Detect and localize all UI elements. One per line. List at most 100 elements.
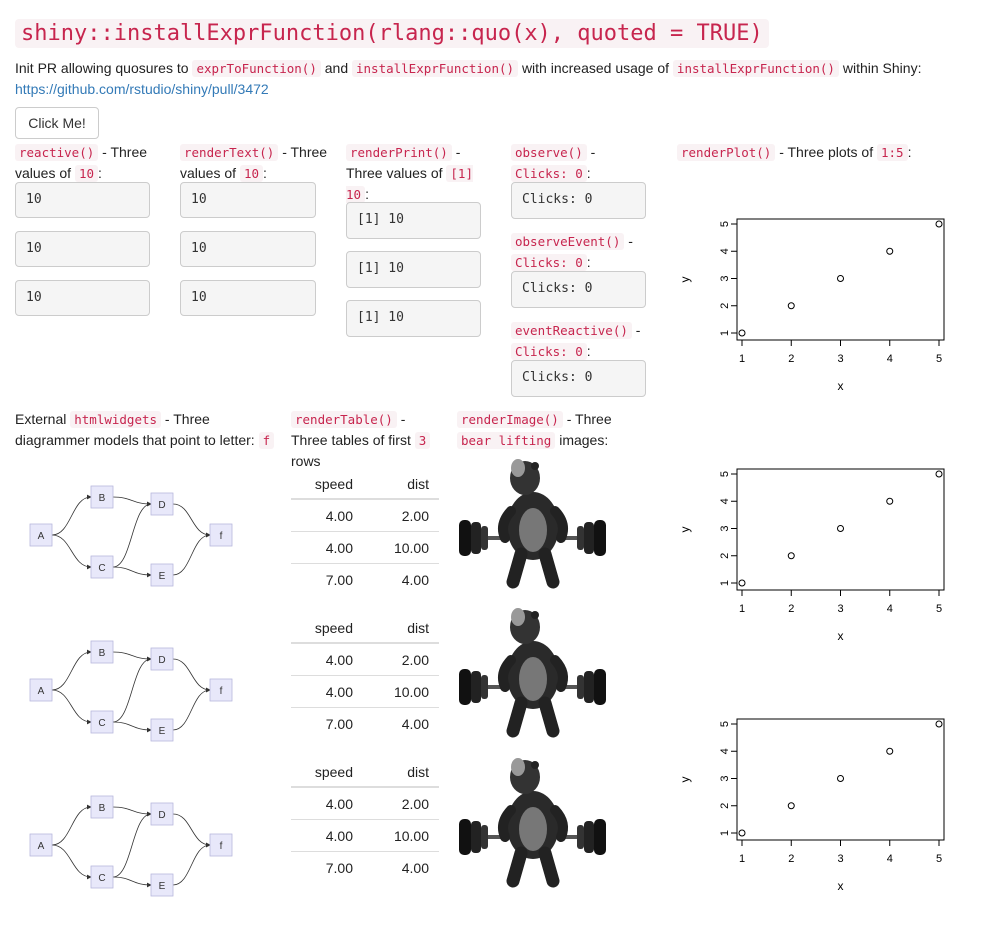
render-text-output-2: 10 xyxy=(180,231,316,267)
data-point xyxy=(738,579,746,587)
observe-event-code-2: Clicks: 0 xyxy=(511,254,587,271)
intro-code-3: installExprFunction() xyxy=(672,60,839,77)
bear-snout xyxy=(511,459,525,477)
reactive-output-1: 10 xyxy=(15,182,150,218)
observe-event-output: Clicks: 0 xyxy=(511,271,646,308)
diagram-node-f xyxy=(209,833,233,857)
column-header: dist xyxy=(363,614,439,644)
weight-plate xyxy=(459,520,471,556)
render-image-code: renderImage() xyxy=(457,411,563,428)
table-cell: 10.00 xyxy=(363,819,439,852)
table-cell: 4.00 xyxy=(291,498,363,532)
diagram-2: A B C D Ef xyxy=(29,640,233,742)
htmlwidgets-text-0: External xyxy=(15,411,71,427)
reactive-output-3: 10 xyxy=(15,280,150,316)
intro-code-2: installExprFunction() xyxy=(352,60,519,77)
reactive-code: reactive() xyxy=(15,144,99,161)
diagram-node-d xyxy=(150,492,174,516)
table-header-row: speed dist xyxy=(291,758,439,788)
bear-belly xyxy=(519,508,547,552)
y-tick-label: 5 xyxy=(719,221,731,227)
data-point xyxy=(787,552,795,560)
table-cell: 4.00 xyxy=(363,851,439,883)
y-tick-label: 5 xyxy=(719,721,731,727)
diagram-node-d xyxy=(150,802,174,826)
observe-text-2: : xyxy=(586,165,591,181)
htmlwidgets-code-2: f xyxy=(258,432,275,449)
diagram-edge xyxy=(112,501,152,568)
table-cell: 10.00 xyxy=(363,675,439,708)
intro-text-4: within Shiny: xyxy=(842,60,922,76)
x-tick-label: 2 xyxy=(788,853,794,865)
diagram-node-label: E xyxy=(159,726,166,737)
table-cell: 4.00 xyxy=(363,707,439,739)
bear-lifting-image-1 xyxy=(459,459,606,589)
y-tick-label: 1 xyxy=(719,830,731,836)
diagram-node-f xyxy=(209,523,233,547)
diagram-node-label: A xyxy=(38,531,45,542)
plot-frame xyxy=(736,468,945,591)
diagram-node-c xyxy=(90,555,114,579)
weight-plate xyxy=(481,526,488,550)
diagram-edge xyxy=(172,842,211,886)
data-point xyxy=(886,247,894,255)
render-image-code-2: bear lifting xyxy=(457,432,556,449)
bear-arm-right xyxy=(550,506,568,543)
data-point xyxy=(935,470,943,478)
plot-frame xyxy=(736,218,945,341)
scatter-plot-2: 1 2 3 4 5 1 2 3 4 5 x y xyxy=(678,468,945,643)
diagram-node-a xyxy=(29,833,53,857)
diagram-edge xyxy=(172,687,211,731)
bear-leg-left xyxy=(506,846,528,888)
render-print-code: renderPrint() xyxy=(346,144,452,161)
diagram-node-label: B xyxy=(99,648,106,659)
diagram-edge xyxy=(112,721,152,733)
diagram-node-label: D xyxy=(158,500,165,511)
diagram-node-label: f xyxy=(220,841,223,852)
bear-ear xyxy=(531,462,539,470)
render-table-header: renderTable() - Three tables of first 3 … xyxy=(291,409,431,471)
click-me-button[interactable]: Click Me! xyxy=(15,107,99,139)
weight-plate xyxy=(584,821,594,853)
page-title: shiny::installExprFunction(rlang::quo(x)… xyxy=(15,19,769,48)
weight-plate xyxy=(594,669,606,705)
render-print-output-2: [1] 10 xyxy=(346,251,481,288)
diagram-edge xyxy=(51,649,92,691)
y-tick-label: 2 xyxy=(719,553,731,559)
bear-lifting-image-2 xyxy=(459,608,606,738)
observe-code-2: Clicks: 0 xyxy=(511,165,587,182)
diagram-edge xyxy=(172,503,211,538)
weight-plate xyxy=(471,821,481,853)
event-reactive-output: Clicks: 0 xyxy=(511,360,646,397)
bear-snout xyxy=(511,758,525,776)
render-text-code-2: 10 xyxy=(239,165,263,182)
data-point xyxy=(787,302,795,310)
diagram-node-b xyxy=(90,795,114,819)
x-tick-label: 1 xyxy=(739,353,745,365)
scatter-plot-3: 1 2 3 4 5 1 2 3 4 5 x y xyxy=(678,718,945,893)
intro-code-1: exprToFunction() xyxy=(192,60,321,77)
table-row: 7.00 4.00 xyxy=(291,707,439,739)
render-text-output-1: 10 xyxy=(180,182,316,218)
x-tick-label: 3 xyxy=(837,603,843,615)
table-cell: 7.00 xyxy=(291,707,363,739)
diagram-node-label: C xyxy=(98,873,105,884)
reactive-header: reactive() - Three values of 10: xyxy=(15,142,165,184)
observe-code: observe() xyxy=(511,144,587,161)
diagram-edge xyxy=(51,534,92,570)
y-tick-label: 2 xyxy=(719,303,731,309)
data-table-3: speed dist 4.00 2.00 4.00 10.00 7.00 4.00 xyxy=(291,758,439,883)
x-tick-label: 5 xyxy=(936,353,942,365)
x-tick-label: 4 xyxy=(887,353,893,365)
render-print-header: renderPrint() - Three values of [1] 10: xyxy=(346,142,486,205)
table-cell: 10.00 xyxy=(363,531,439,564)
reactive-code-2: 10 xyxy=(74,165,98,182)
render-image-header: renderImage() - Three bear lifting image… xyxy=(457,409,637,451)
column-header: speed xyxy=(291,614,363,644)
bear-leg-left xyxy=(506,547,528,589)
y-tick-label: 4 xyxy=(719,748,731,754)
weight-plate xyxy=(459,669,471,705)
render-table-code-2: 3 xyxy=(414,432,431,449)
render-text-text-1: - Three values of xyxy=(180,144,328,181)
pr-link[interactable]: https://github.com/rstudio/shiny/pull/34… xyxy=(15,81,269,97)
